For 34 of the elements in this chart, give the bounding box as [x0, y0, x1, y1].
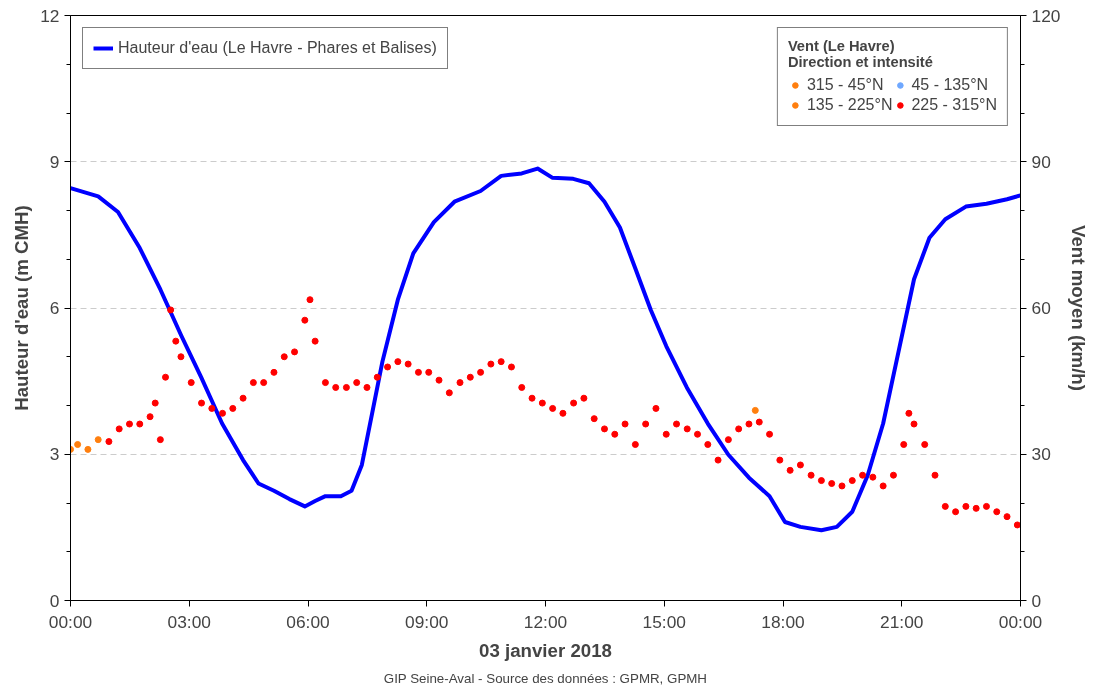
point — [94, 436, 102, 444]
y-tick-label: 9 — [49, 151, 60, 172]
y2-tick-label: 90 — [1031, 151, 1051, 172]
x-tick-label: 09:00 — [405, 611, 449, 632]
point — [751, 406, 759, 414]
line-series — [70, 166, 1021, 533]
x-axis-title: 03 janvier 2018 — [479, 639, 612, 661]
x-tick-label: 15:00 — [642, 611, 686, 632]
legend-title: Vent (Le Havre) Direction et intensité — [787, 38, 934, 70]
y2-tick-label: 120 — [1031, 5, 1061, 26]
text: GIP Seine-Aval - Source des données : GPMR, GPMH — [383, 670, 707, 686]
x-tick-label: 03:00 — [167, 611, 211, 632]
y2-tick-label: 0 — [1031, 590, 1042, 611]
x-tick-label: 06:00 — [286, 611, 330, 632]
y-tick-label: 0 — [49, 590, 60, 611]
x-tick-label: 00:00 — [48, 611, 93, 632]
y2-tick-label: 60 — [1031, 298, 1051, 318]
x-tick-label: 18:00 — [761, 611, 805, 632]
legend-label: Hauteur d'eau (Le Havre - Phares et Balises) — [118, 39, 437, 57]
y-tick-label: 3 — [49, 444, 60, 465]
x-tick-label: 00:00 — [998, 611, 1043, 632]
y2-axis-title: Vent moyen (km/h) — [1068, 225, 1090, 391]
x-tick-label: 21:00 — [880, 611, 924, 632]
y-axis-title: Hauteur d'eau (m CMH) — [11, 205, 33, 411]
x-tick-label: 12:00 — [523, 611, 568, 632]
point — [74, 441, 82, 448]
y-tick-label: 12 — [40, 5, 60, 26]
y-tick-label: 6 — [49, 298, 60, 318]
legend-label: 45 - 135°N — [911, 76, 989, 94]
legend-label: 315 - 45°N — [806, 76, 884, 94]
legend-label: 225 - 315°N — [911, 96, 997, 114]
y2-tick-label: 30 — [1031, 444, 1051, 465]
legend-label: 135 - 225°N — [806, 96, 893, 114]
point — [84, 445, 92, 453]
